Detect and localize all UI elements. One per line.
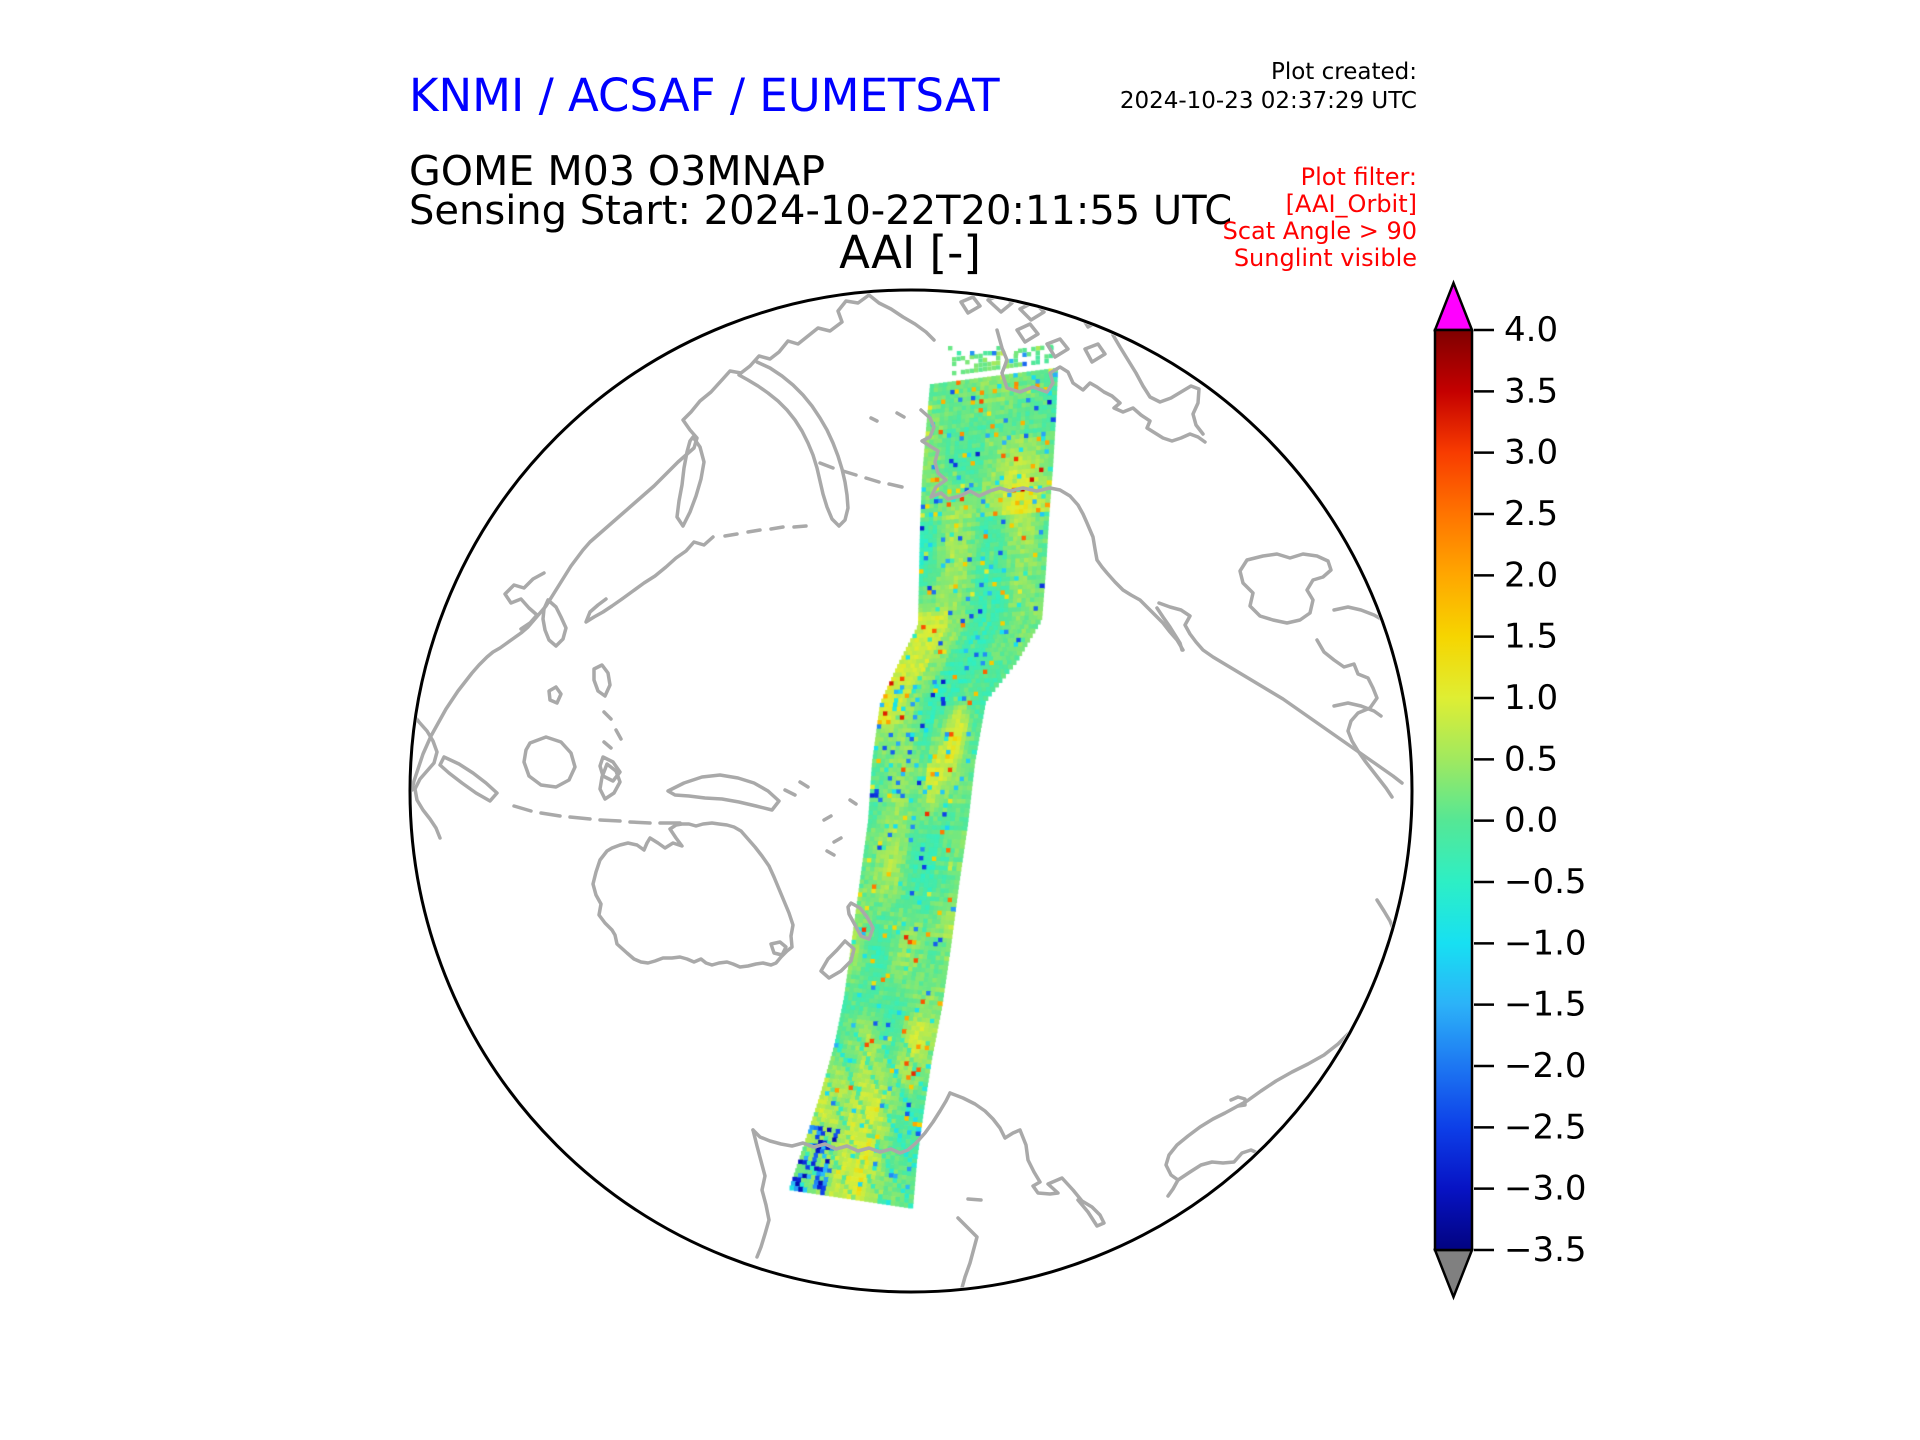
colorbar-tick-label: −3.5: [1504, 1230, 1587, 1270]
coastline-pacific-island-1: [822, 814, 833, 822]
colorbar-gradient: [1433, 328, 1474, 1252]
coastline-pacific-island-4: [848, 798, 858, 806]
coastline-taiwan: [547, 685, 563, 705]
coastline-gulf-of-california: [1155, 606, 1184, 652]
coastline-hudson-bay: [1238, 552, 1333, 625]
colorbar-over-arrow: [1433, 279, 1474, 332]
coastline-java-2: [539, 811, 562, 818]
coastline-antarctica-islet: [966, 1197, 983, 1202]
coastline-patagonia-notch: [1229, 1095, 1247, 1108]
coastline-borneo: [522, 735, 577, 789]
coastline-arctic-island-9: [959, 295, 982, 315]
coastline-indochina: [412, 711, 442, 840]
colorbar-tick-label: 1.5: [1504, 617, 1558, 657]
coastline-kuril-2: [746, 528, 762, 534]
coastline-bering-islet-2: [895, 411, 906, 419]
coastline-pacific-island-3: [825, 849, 836, 857]
coastline-antarctica-left-limb: [751, 1128, 771, 1259]
colorbar-tick-label: 2.0: [1504, 555, 1558, 595]
coastline-aleutian-1: [818, 461, 835, 470]
colorbar-tick-label: 0.5: [1504, 739, 1558, 779]
coastline-tasmania: [769, 940, 788, 957]
coastline-new-zealand-south: [819, 939, 856, 980]
coastline-kuril-4: [792, 524, 808, 529]
coastline-kuril-3: [769, 525, 785, 531]
colorbar-tick-label: 0.0: [1504, 801, 1558, 841]
coastline-sakhalin: [675, 435, 706, 528]
coastline-canada-arctic-coast: [1111, 333, 1205, 436]
coastline-australia: [591, 821, 795, 969]
coastline-sumatra: [438, 755, 499, 803]
coastline-aleutian-2: [841, 469, 858, 477]
coastline-bismarck-1: [783, 788, 797, 797]
coastline-antarctica-tail: [956, 1216, 979, 1290]
coastline-java-1: [512, 804, 533, 813]
colorbar-tick-label: 3.0: [1504, 433, 1558, 473]
coastline-aleutian-3: [864, 476, 881, 484]
colorbar-tick-label: −2.5: [1504, 1107, 1587, 1147]
coastline-new-guinea: [666, 773, 781, 812]
coastline-antarctica-coast: [751, 1091, 952, 1155]
coastline-philippines-2: [614, 728, 623, 741]
coastline-arctic-island-6: [1045, 337, 1070, 359]
coastline-philippines-1: [602, 710, 613, 721]
coastline-sulawesi: [598, 762, 622, 801]
coastline-kuril-1: [723, 532, 739, 538]
coastline-yellow-sea: [503, 571, 546, 631]
coastline-korea: [541, 598, 568, 648]
colorbar-tick-label: −2.0: [1504, 1046, 1587, 1086]
coastline-arctic-island-7: [1083, 342, 1107, 364]
coastline-cuba-dash: [1332, 701, 1383, 718]
colorbar-tick-label: −3.0: [1504, 1169, 1587, 1209]
coastline-arctic-island-5: [1015, 322, 1040, 344]
colorbar-tick-label: 1.0: [1504, 678, 1558, 718]
colorbar-tick-label: −1.0: [1504, 923, 1587, 963]
coastline-luzon: [592, 663, 612, 698]
coastline-north-america-west-coast: [919, 408, 1185, 652]
coastline-mindanao: [598, 755, 622, 783]
coastline-java-4: [598, 818, 622, 823]
coastline-alaska-north-coast: [995, 328, 1207, 444]
colorbar-tick-label: 4.0: [1504, 310, 1558, 350]
coastline-great-lakes-dash: [1332, 605, 1383, 621]
coastline-japan: [584, 535, 715, 624]
coastline-bering-islet-1: [869, 416, 879, 423]
colorbar-tick-label: 2.5: [1504, 494, 1558, 534]
colorbar-tick-label: −0.5: [1504, 862, 1587, 902]
coastline-antarctica-ross: [948, 1091, 1106, 1228]
coastline-bering-coast: [867, 293, 936, 342]
colorbar-tick-label: 3.5: [1504, 371, 1558, 411]
colorbar-under-arrow: [1433, 1248, 1474, 1301]
coastline-siberia-coast: [412, 293, 871, 792]
coastline-philippines-3: [602, 740, 613, 750]
coastline-java-3: [568, 815, 592, 821]
coastline-patagonia: [1164, 1028, 1354, 1198]
coastline-gulf-of-mexico-coast: [1315, 638, 1394, 799]
coastline-java-5: [628, 820, 652, 825]
colorbar-tick-label: −1.5: [1504, 985, 1587, 1025]
coastline-kamchatka: [737, 360, 850, 528]
coastline-bismarck-2: [798, 780, 810, 789]
coastline-aleutian-4: [887, 482, 904, 489]
coastline-pacific-island-2: [832, 836, 843, 844]
coastline-new-zealand-north: [846, 901, 875, 941]
